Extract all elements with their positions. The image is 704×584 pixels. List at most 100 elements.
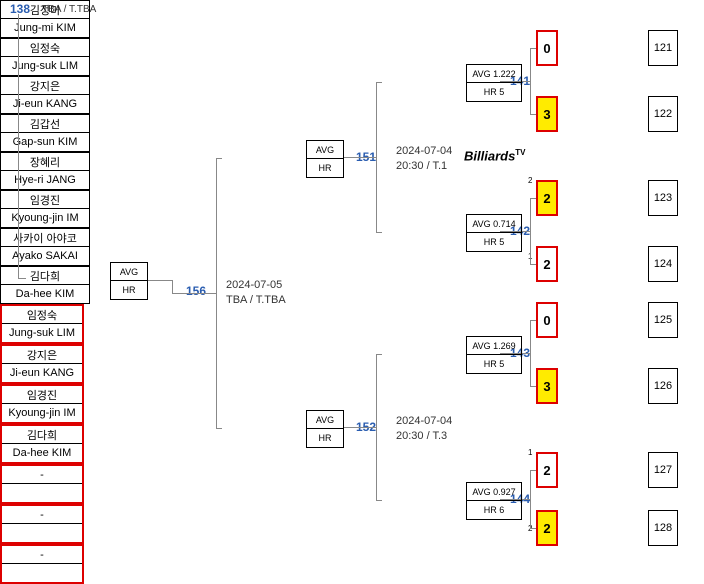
superscript: 1 <box>528 448 532 457</box>
player-box: - <box>0 464 84 504</box>
player-box: 임경진 Kyoung-jin IM <box>0 190 90 228</box>
stat-hr: HR 5 <box>467 233 521 251</box>
bracket-line <box>344 427 376 428</box>
stat-hr: HR 5 <box>467 355 521 373</box>
player-en <box>2 484 82 502</box>
bracket-line <box>18 278 26 279</box>
seed: 124 <box>648 246 678 282</box>
player-kr: 김갑선 <box>1 115 89 133</box>
match-time: 20:30 / T.3 <box>396 430 447 442</box>
bracket-line <box>172 293 216 294</box>
superscript: 2 <box>528 176 532 185</box>
seed: 127 <box>648 452 678 488</box>
seed: 126 <box>648 368 678 404</box>
player-kr: 임경진 <box>1 191 89 209</box>
player-kr: 임경진 <box>2 386 82 404</box>
bracket-line <box>216 158 217 428</box>
stat-avg: AVG <box>307 411 343 429</box>
match-num-top: 138 <box>10 2 30 16</box>
stat-box: AVG 0.927 HR 6 <box>466 482 522 520</box>
player-kr: - <box>2 506 82 524</box>
player-box: 임정숙 Jung-suk LIM <box>0 304 84 344</box>
match-time: TBA / T.TBA <box>226 294 286 306</box>
player-box: 강지은 Ji-eun KANG <box>0 76 90 114</box>
bracket-line <box>376 354 382 355</box>
seed: 121 <box>648 30 678 66</box>
player-en: Jung-suk LIM <box>2 324 82 342</box>
player-box: 김다희 Da-hee KIM <box>0 424 84 464</box>
bracket-line <box>530 386 536 387</box>
player-box: 장혜리 Hye-ri JANG <box>0 152 90 190</box>
stat-avg: AVG 0.714 <box>467 215 521 233</box>
bracket-line <box>530 528 536 529</box>
bracket-line <box>530 320 536 321</box>
player-kr: 임정숙 <box>1 39 89 57</box>
player-kr: - <box>2 466 82 484</box>
player-box: 임정숙 Jung-suk LIM <box>0 38 90 76</box>
player-en: Ayako SAKAI <box>1 247 89 265</box>
stat-avg: AVG 0.927 <box>467 483 521 501</box>
bracket-line <box>376 82 377 232</box>
player-box: 김다희 Da-hee KIM <box>0 266 90 304</box>
bracket-line <box>530 264 536 265</box>
billiards-tv-logo: BilliardsTV <box>464 148 526 163</box>
player-box: 강지은 Ji-eun KANG <box>0 344 84 384</box>
match-date: 2024-07-04 <box>396 145 452 157</box>
player-kr: 사카이 아야코 <box>1 229 89 247</box>
score-box: 3 <box>536 368 558 404</box>
bracket-line <box>376 500 382 501</box>
player-en: Jung-suk LIM <box>1 57 89 75</box>
bracket-line <box>530 320 531 386</box>
bracket-line <box>172 280 173 293</box>
player-box: - <box>0 504 84 544</box>
player-en <box>2 564 82 582</box>
score-box: 0 <box>536 30 558 66</box>
bracket-line <box>376 232 382 233</box>
seed: 122 <box>648 96 678 132</box>
player-en: Da-hee KIM <box>1 285 89 303</box>
bracket-line <box>148 280 172 281</box>
player-kr: - <box>2 546 82 564</box>
player-en: Ji-eun KANG <box>1 95 89 113</box>
bracket-line <box>216 158 222 159</box>
score-box: 2 <box>536 246 558 282</box>
player-en: Gap-sun KIM <box>1 133 89 151</box>
score-box: 3 <box>536 96 558 132</box>
top-label: TBA / T.TBA <box>42 4 96 15</box>
stat-box: AVG 1.222 HR 5 <box>466 64 522 102</box>
player-en: Da-hee KIM <box>2 444 82 462</box>
bracket-line <box>530 114 536 115</box>
player-box: 사카이 아야코 Ayako SAKAI <box>0 228 90 266</box>
player-box: - <box>0 544 84 584</box>
bracket-line <box>344 157 376 158</box>
bracket-line <box>530 470 536 471</box>
bracket-line <box>376 354 377 500</box>
seed: 125 <box>648 302 678 338</box>
bracket-line <box>18 14 19 278</box>
stat-hr: HR <box>111 281 147 299</box>
player-en <box>2 524 82 542</box>
bracket-line <box>530 48 536 49</box>
stat-box: AVG 1.269 HR 5 <box>466 336 522 374</box>
match-info: 2024-07-05 TBA / T.TBA <box>226 278 286 309</box>
bracket-line <box>216 428 222 429</box>
score-box: 2 <box>536 180 558 216</box>
player-kr: 김다희 <box>2 426 82 444</box>
bracket-line <box>530 198 536 199</box>
match-num: 156 <box>186 284 206 298</box>
score-box: 2 <box>536 452 558 488</box>
player-kr: 임정숙 <box>2 306 82 324</box>
bracket-line <box>530 48 531 114</box>
stat-box: AVG HR <box>306 140 344 178</box>
player-en: Hye-ri JANG <box>1 171 89 189</box>
match-date: 2024-07-05 <box>226 279 282 291</box>
player-en: Kyoung-jin IM <box>2 404 82 422</box>
score-box: 2 <box>536 510 558 546</box>
player-box: 김갑선 Gap-sun KIM <box>0 114 90 152</box>
player-en: Kyoung-jin IM <box>1 209 89 227</box>
stat-box: AVG 0.714 HR 5 <box>466 214 522 252</box>
stat-hr: HR <box>307 429 343 447</box>
stat-avg: AVG 1.222 <box>467 65 521 83</box>
stat-avg: AVG 1.269 <box>467 337 521 355</box>
stat-hr: HR <box>307 159 343 177</box>
